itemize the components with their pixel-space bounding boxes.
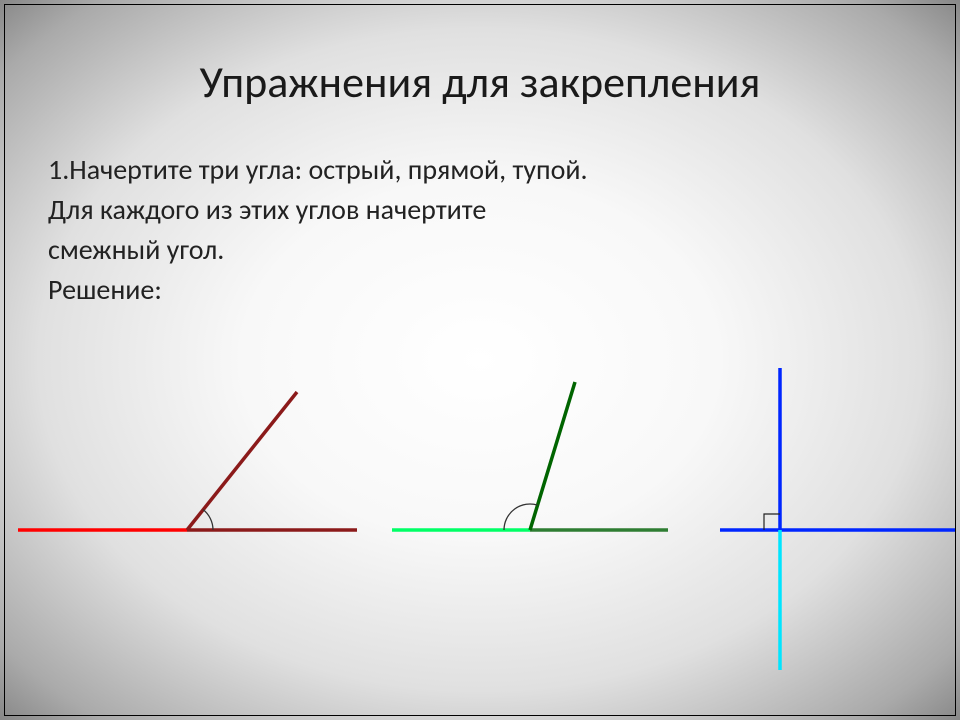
angle-acute — [18, 392, 357, 530]
obtuse-ray — [530, 382, 575, 530]
body-line-3: смежный угол. — [48, 230, 918, 270]
body-line-2: Для каждого из этих углов начертите — [48, 190, 918, 230]
angle-obtuse — [392, 382, 668, 530]
slide-title: Упражнения для закрепления — [0, 55, 960, 109]
body-line-1: 1.Начертите три угла: острый, прямой, ту… — [48, 150, 918, 190]
acute-arc — [203, 510, 213, 530]
angle-right — [720, 368, 955, 670]
slide: Упражнения для закрепления 1.Начертите т… — [0, 0, 960, 720]
right-angle-mark — [764, 514, 780, 530]
angles-diagram — [0, 350, 960, 720]
body-line-4: Решение: — [48, 270, 918, 310]
slide-body: 1.Начертите три угла: острый, прямой, ту… — [48, 150, 918, 310]
